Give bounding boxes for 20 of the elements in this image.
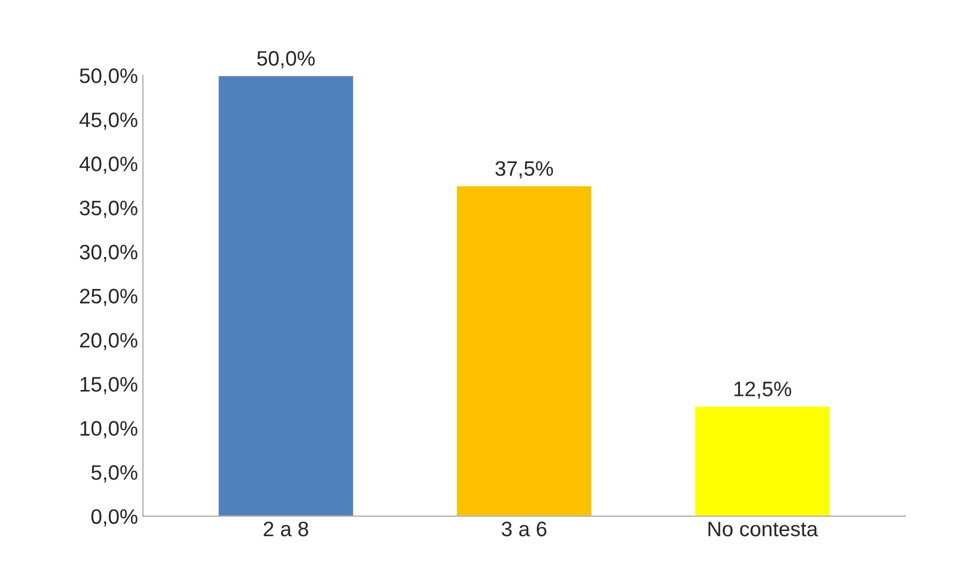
data-label: 37,5% (495, 161, 553, 178)
y-tick-label: 35,0% (80, 200, 138, 218)
x-tick-label: 3 a 6 (502, 522, 546, 536)
bar (217, 75, 354, 516)
x-tick-label: 2 a 8 (264, 522, 308, 536)
bar (694, 405, 831, 516)
y-tick-label: 15,0% (80, 376, 138, 394)
y-tick-label: 45,0% (80, 112, 138, 130)
y-tick-label: 40,0% (80, 156, 138, 174)
bar (456, 184, 593, 516)
data-label: 12,5% (734, 382, 792, 399)
x-tick-label: No contesta (708, 522, 818, 536)
y-tick-label: 10,0% (80, 421, 138, 438)
y-tick-label: 50,0% (80, 68, 138, 86)
y-tick-label: 5,0% (91, 465, 138, 482)
y-tick-label: 20,0% (80, 332, 138, 350)
data-label: 50,0% (257, 50, 315, 68)
y-tick-label: 25,0% (80, 288, 138, 306)
y-tick-label: 0,0% (91, 509, 138, 526)
y-tick-label: 30,0% (80, 244, 138, 262)
